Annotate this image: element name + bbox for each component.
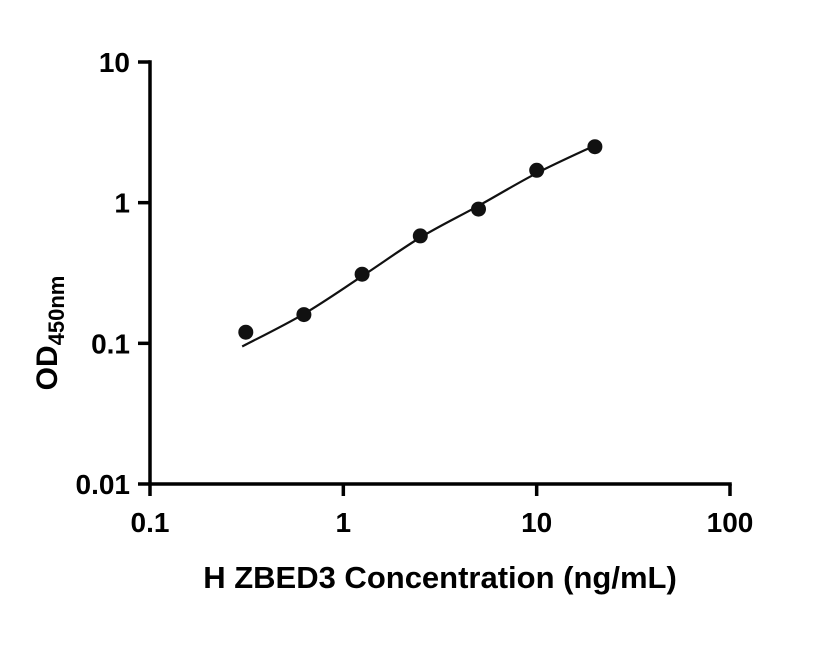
x-axis-tick-label: 0.1	[131, 507, 170, 538]
y-axis-tick-label: 1	[114, 188, 130, 219]
data-point	[238, 324, 254, 340]
x-axis-title: H ZBED3 Concentration (ng/mL)	[203, 560, 677, 595]
y-axis-tick-label: 0.1	[91, 328, 130, 359]
data-point	[412, 228, 428, 244]
x-axis-tick-label: 100	[707, 507, 754, 538]
data-point	[296, 307, 312, 323]
axes-spines	[148, 60, 732, 486]
fit-curve-line	[241, 144, 596, 348]
data-point	[529, 162, 545, 178]
y-axis-tick-label: 0.01	[76, 469, 131, 500]
x-axis-tick-label: 1	[336, 507, 352, 538]
y-axis-title: OD450nm	[31, 276, 69, 391]
data-point	[587, 139, 603, 155]
data-point	[471, 201, 486, 217]
data-point	[354, 266, 370, 282]
x-axis-tick-label: 10	[521, 507, 552, 538]
y-axis-tick-label: 10	[99, 47, 130, 78]
